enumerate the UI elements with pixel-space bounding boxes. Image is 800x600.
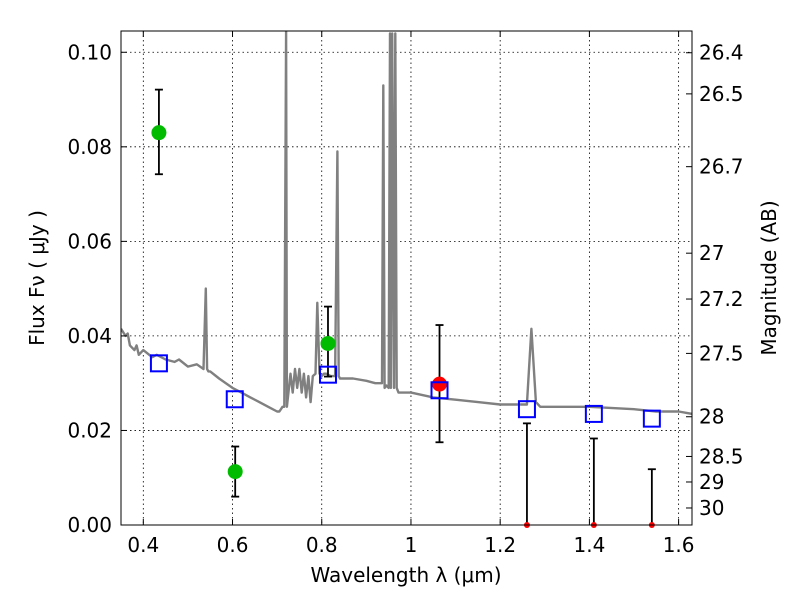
y2-axis-label: Magnitude (AB): [757, 200, 781, 355]
error-bars-layer: [154, 88, 656, 525]
markers-layer: [149, 125, 661, 528]
x-tick-label: 0.8: [306, 533, 338, 557]
axis-ticks: [121, 31, 692, 526]
y2-tick-label: 27.5: [699, 341, 744, 365]
y2-tick-label: 26.7: [699, 155, 744, 179]
y-tick-label: 0.10: [67, 40, 112, 64]
x-tick-label: 0.4: [127, 533, 159, 557]
y2-tick-label: 26.4: [699, 41, 744, 65]
data-point-square: [517, 400, 536, 419]
x-tick-label: 1: [405, 533, 418, 557]
data-point-circle: [320, 335, 336, 351]
y2-tick-label: 26.5: [699, 82, 744, 106]
x-tick-label: 0.6: [217, 533, 249, 557]
data-point-square: [149, 354, 168, 373]
data-point-circle: [227, 464, 243, 480]
y2-tick-label: 27: [699, 241, 724, 265]
plot-frame: [120, 30, 693, 526]
y-tick-label: 0.08: [67, 135, 112, 159]
data-point-square: [225, 390, 244, 409]
tick-labels: 0.4 0.6 0.8 1 1.2 1.4 1.6 0.00 0.02 0.04 0.06 0.08 0…: [67, 40, 743, 557]
x-tick-label: 1.6: [663, 533, 695, 557]
x-tick-label: 1.2: [484, 533, 516, 557]
y-tick-label: 0.00: [67, 513, 112, 537]
y-axis-label: Flux Fν ( μJy ): [25, 210, 49, 346]
data-point-circle: [151, 125, 167, 141]
x-axis-label: Wavelength λ (μm): [310, 563, 501, 587]
y2-tick-label: 29: [699, 470, 724, 494]
x-tick-label: 1.4: [573, 533, 605, 557]
y-tick-label: 0.04: [67, 324, 112, 348]
y2-tick-label: 27.2: [699, 287, 744, 311]
y2-tick-label: 30: [699, 496, 724, 520]
y-tick-label: 0.02: [67, 418, 112, 442]
y-tick-label: 0.06: [67, 229, 112, 253]
data-point-square: [584, 404, 603, 423]
data-point-square: [318, 365, 337, 384]
data-point-square: [642, 409, 661, 428]
y2-tick-label: 28: [699, 405, 724, 429]
data-point-square: [430, 381, 449, 400]
y2-tick-label: 28.5: [699, 444, 744, 468]
data-point-circle: [432, 376, 448, 392]
